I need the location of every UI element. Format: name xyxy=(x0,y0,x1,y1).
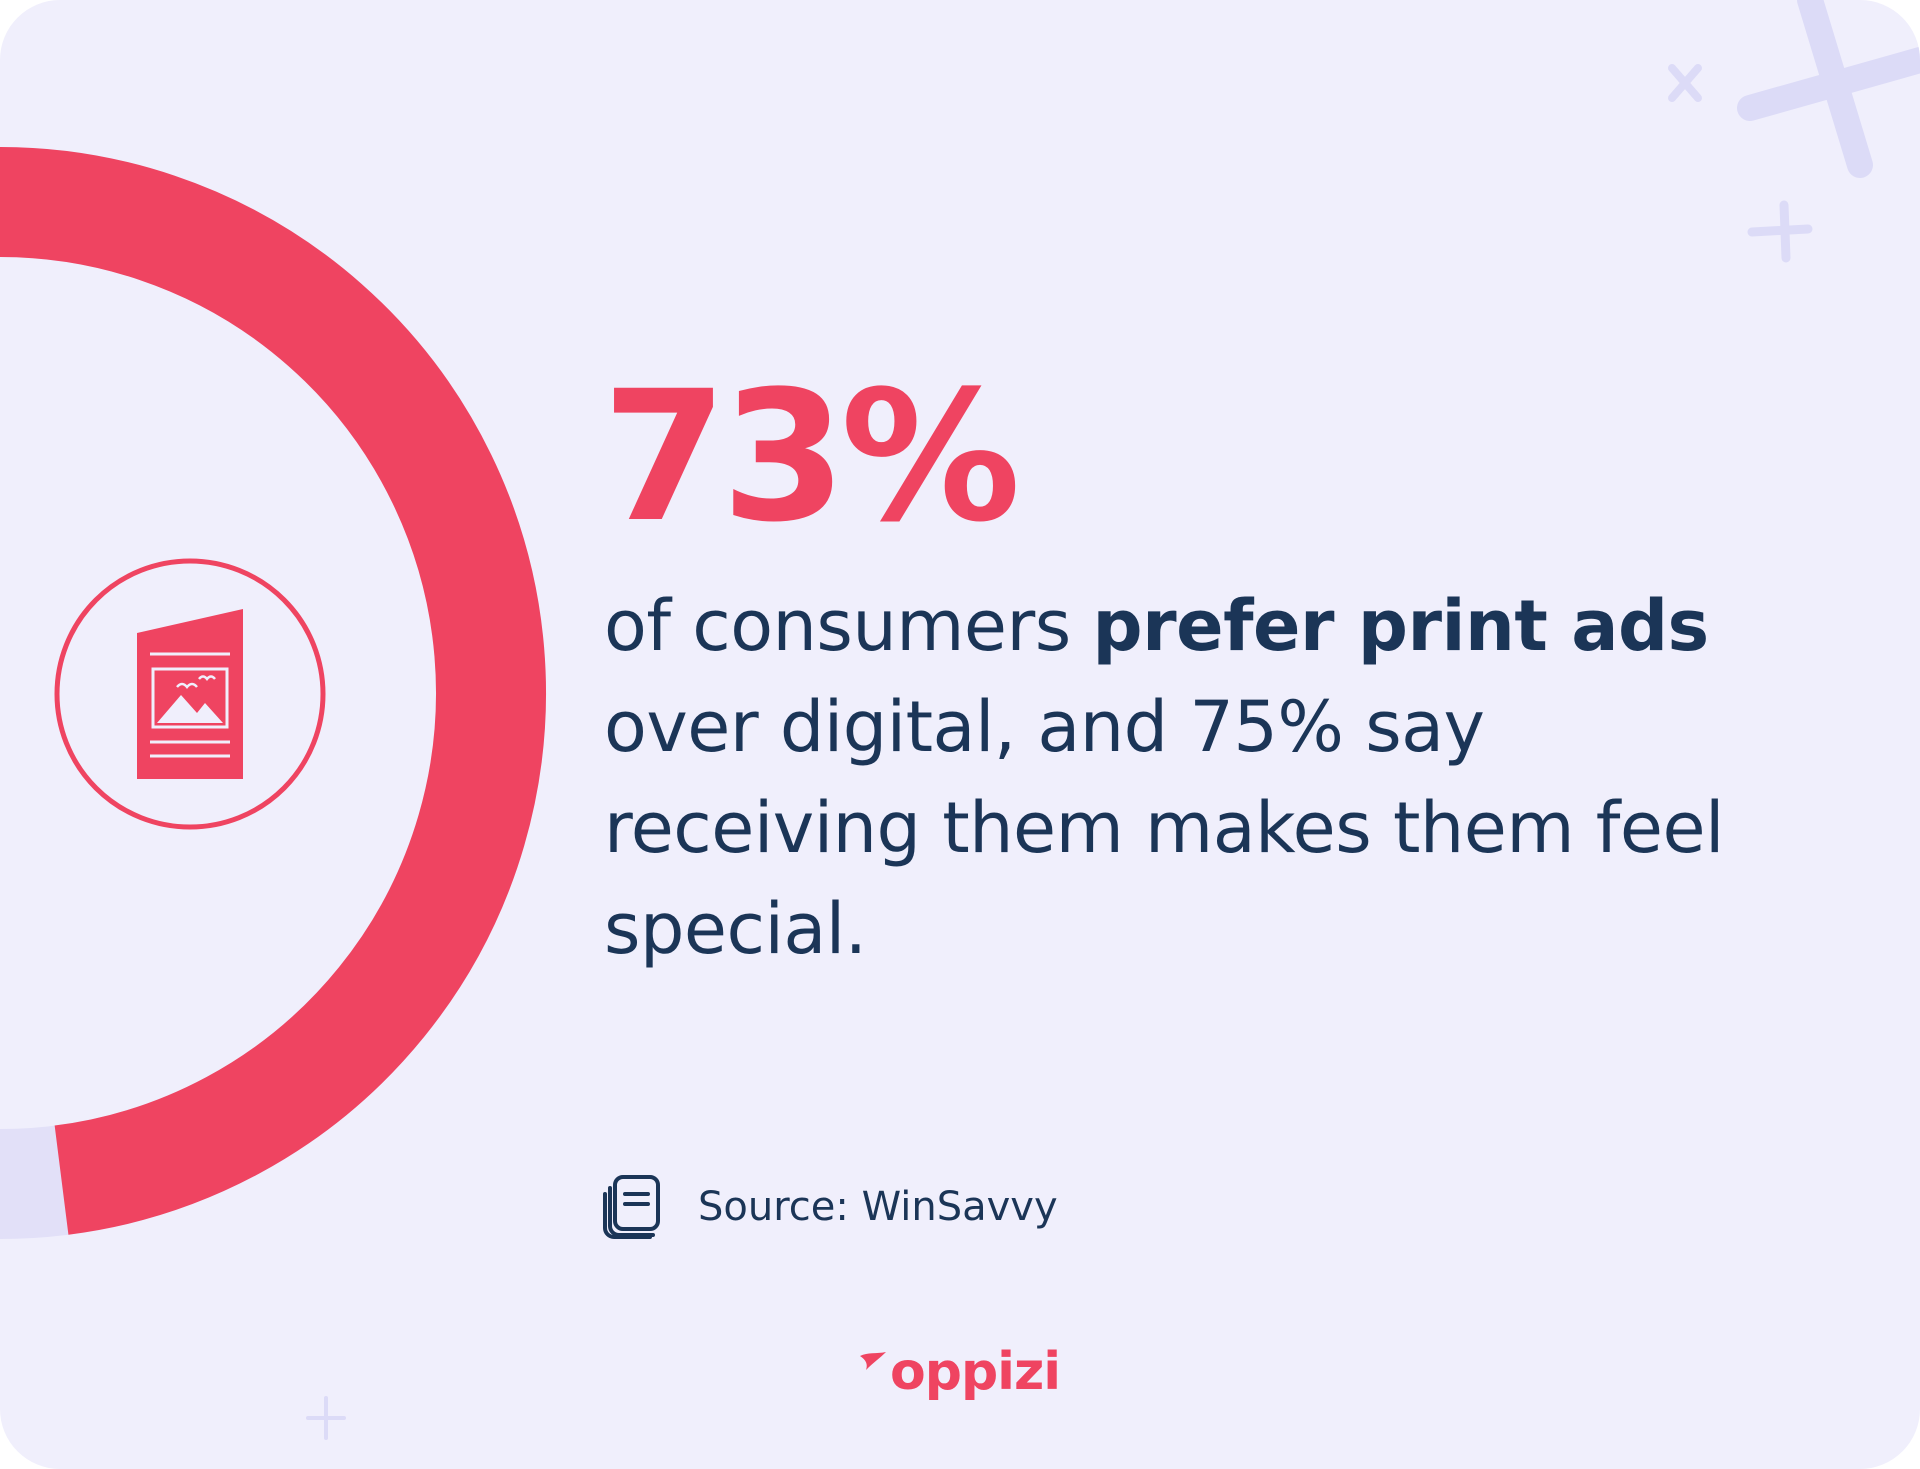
large-cross-icon xyxy=(1737,0,1920,178)
brochure-flyer-icon xyxy=(137,609,243,779)
stat-description: of consumers prefer print ads over digit… xyxy=(604,576,1764,980)
brochure-badge xyxy=(54,558,326,830)
logo-bird-icon xyxy=(860,1352,886,1370)
progress-ring-fill xyxy=(0,147,546,1235)
small-plus-icon xyxy=(1747,200,1813,263)
small-x-icon xyxy=(1668,64,1702,102)
logo-text: oppizi xyxy=(890,1342,1061,1402)
source-citation: Source: WinSavvy xyxy=(602,1174,1058,1240)
brand-logo: oppizi xyxy=(858,1342,1061,1402)
tiny-plus-icon xyxy=(306,1396,346,1440)
document-stack-icon xyxy=(603,1175,660,1239)
description-part-2: over digital, and 75% say receiving them… xyxy=(604,686,1725,970)
description-part-1: of consumers xyxy=(604,585,1093,667)
stat-value: 73% xyxy=(602,353,1021,562)
progress-ring xyxy=(0,147,546,1239)
description-highlight: prefer print ads xyxy=(1092,585,1710,667)
source-label: Source: WinSavvy xyxy=(698,1184,1058,1230)
